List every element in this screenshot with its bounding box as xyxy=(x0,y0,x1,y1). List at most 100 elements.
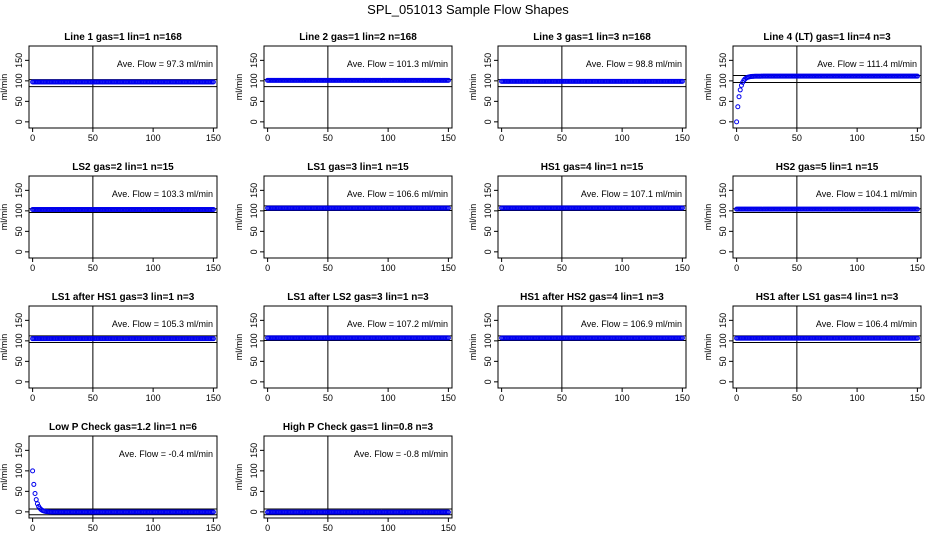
y-tick-label: 50 xyxy=(483,356,493,366)
y-tick-label: 50 xyxy=(249,226,259,236)
x-tick-label: 50 xyxy=(88,393,98,403)
x-tick-label: 100 xyxy=(850,133,865,143)
y-axis-label: ml/min xyxy=(234,464,244,491)
x-tick-label: 0 xyxy=(499,393,504,403)
plot-frame xyxy=(28,305,218,389)
average-flow-annotation: Ave. Flow = 107.2 ml/min xyxy=(347,319,448,329)
y-tick-label: 100 xyxy=(483,73,493,88)
y-tick-label: 150 xyxy=(249,313,259,328)
x-tick-label: 50 xyxy=(88,263,98,273)
data-points xyxy=(734,73,920,125)
x-tick-label: 150 xyxy=(441,523,456,533)
panel-title: HS1 gas=4 lin=1 n=15 xyxy=(541,162,644,173)
data-points xyxy=(30,468,216,515)
data-point xyxy=(445,335,451,341)
y-tick-label: 50 xyxy=(718,226,728,236)
panel-title: Line 2 gas=1 lin=2 n=168 xyxy=(299,32,417,43)
y-tick-label: 50 xyxy=(249,96,259,106)
plot-frame xyxy=(497,305,687,389)
panel-title: Low P Check gas=1.2 lin=1 n=6 xyxy=(49,422,197,433)
x-tick-label: 50 xyxy=(88,523,98,533)
panel-title: HS2 gas=5 lin=1 n=15 xyxy=(776,162,879,173)
data-point xyxy=(737,87,743,93)
y-tick-label: 50 xyxy=(249,356,259,366)
x-tick-label: 150 xyxy=(675,393,690,403)
data-point xyxy=(734,119,740,125)
y-tick-label: 100 xyxy=(483,333,493,348)
y-tick-label: 100 xyxy=(483,203,493,218)
x-tick-label: 100 xyxy=(615,263,630,273)
panel-title: LS1 after HS1 gas=3 lin=1 n=3 xyxy=(52,292,195,303)
y-tick-label: 100 xyxy=(249,333,259,348)
y-axis-label: ml/min xyxy=(0,464,9,491)
y-axis-label: ml/min xyxy=(468,204,478,231)
panel-grid: Line 1 gas=1 lin=1 n=168 ml/min 0 50 100 150 0… xyxy=(0,32,925,533)
y-tick-label: 50 xyxy=(14,96,24,106)
chart-panel: Line 1 gas=1 lin=1 n=168 ml/min 0 50 100 150 0… xyxy=(0,32,221,143)
y-tick-label: 150 xyxy=(14,53,24,68)
y-tick-label: 100 xyxy=(718,73,728,88)
y-tick-label: 0 xyxy=(14,379,24,384)
chart-panel: Line 4 (LT) gas=1 lin=4 n=3 ml/min 0 50 100 1… xyxy=(703,32,925,143)
x-tick-label: 50 xyxy=(557,393,567,403)
y-tick-label: 50 xyxy=(718,356,728,366)
y-tick-label: 150 xyxy=(249,443,259,458)
x-tick-label: 50 xyxy=(792,133,802,143)
x-tick-label: 100 xyxy=(381,133,396,143)
y-axis-label: ml/min xyxy=(0,204,9,231)
data-points xyxy=(265,77,451,83)
y-tick-label: 150 xyxy=(483,313,493,328)
panel-title: Line 3 gas=1 lin=3 n=168 xyxy=(533,32,651,43)
y-tick-label: 50 xyxy=(14,356,24,366)
y-tick-label: 150 xyxy=(718,53,728,68)
panel-title: HS1 after LS1 gas=4 lin=1 n=3 xyxy=(756,292,899,303)
y-tick-label: 150 xyxy=(483,183,493,198)
x-tick-label: 0 xyxy=(734,393,739,403)
average-flow-annotation: Ave. Flow = 98.8 ml/min xyxy=(586,59,682,69)
chart-panel: LS1 after HS1 gas=3 lin=1 n=3 ml/min 0 50 10… xyxy=(0,292,221,403)
plot-frame xyxy=(263,175,453,259)
average-flow-annotation: Ave. Flow = 101.3 ml/min xyxy=(347,59,448,69)
x-tick-label: 0 xyxy=(30,393,35,403)
x-tick-label: 100 xyxy=(146,263,161,273)
x-tick-label: 0 xyxy=(265,393,270,403)
data-point xyxy=(34,501,40,507)
y-tick-label: 150 xyxy=(14,183,24,198)
y-tick-label: 100 xyxy=(14,73,24,88)
chart-panel: LS1 after LS2 gas=3 lin=1 n=3 ml/min 0 50 10… xyxy=(234,292,456,403)
x-tick-label: 150 xyxy=(910,393,925,403)
x-tick-label: 100 xyxy=(146,133,161,143)
y-tick-label: 50 xyxy=(483,226,493,236)
panel-title: HS1 after HS2 gas=4 lin=1 n=3 xyxy=(520,292,664,303)
y-tick-label: 150 xyxy=(483,53,493,68)
y-axis-label: ml/min xyxy=(468,74,478,101)
data-point xyxy=(445,77,451,83)
x-tick-label: 100 xyxy=(850,263,865,273)
y-tick-label: 50 xyxy=(14,226,24,236)
x-tick-label: 150 xyxy=(441,263,456,273)
data-point xyxy=(210,79,216,85)
average-flow-annotation: Ave. Flow = 97.3 ml/min xyxy=(117,59,213,69)
data-point xyxy=(914,73,920,79)
x-tick-label: 50 xyxy=(792,393,802,403)
chart-panel: HS1 after HS2 gas=4 lin=1 n=3 ml/min 0 50 10… xyxy=(468,292,690,403)
chart-panel: HS1 gas=4 lin=1 n=15 ml/min 0 50 100 150 0 50 10… xyxy=(468,162,690,273)
x-tick-label: 0 xyxy=(30,133,35,143)
x-tick-label: 150 xyxy=(206,263,221,273)
data-points xyxy=(30,79,216,85)
y-axis-label: ml/min xyxy=(234,334,244,361)
x-tick-label: 0 xyxy=(734,133,739,143)
x-tick-label: 0 xyxy=(30,263,35,273)
x-tick-label: 150 xyxy=(206,523,221,533)
data-point xyxy=(445,509,451,515)
chart-panel: LS2 gas=2 lin=1 n=15 ml/min 0 50 100 150 0 50 10… xyxy=(0,162,221,273)
average-flow-annotation: Ave. Flow = -0.8 ml/min xyxy=(354,449,448,459)
data-points xyxy=(30,336,216,342)
data-point xyxy=(445,205,451,211)
data-points xyxy=(265,335,451,341)
data-points xyxy=(265,509,451,515)
x-tick-label: 100 xyxy=(381,393,396,403)
data-point xyxy=(735,104,741,110)
y-tick-label: 150 xyxy=(718,313,728,328)
x-tick-label: 100 xyxy=(615,133,630,143)
